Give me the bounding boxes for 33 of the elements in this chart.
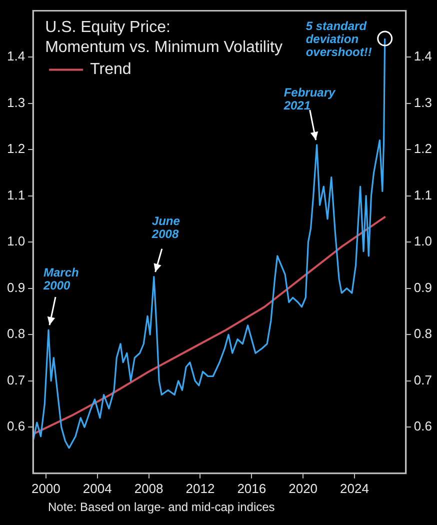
y-tick-label: 1.3 bbox=[6, 94, 26, 110]
y-tick-label: 0.7 bbox=[6, 372, 26, 388]
text: Momentum vs. Minimum Volatility bbox=[45, 39, 282, 56]
y-tick-label: 0.8 bbox=[6, 326, 26, 342]
legend-label: Trend bbox=[90, 61, 132, 78]
y-tick-label: 1.0 bbox=[6, 234, 26, 249]
y-tick-label: 0.9 bbox=[6, 280, 26, 295]
y2-tick-label: 0.6 bbox=[414, 418, 432, 434]
x-tick-label: 2000 bbox=[31, 480, 60, 496]
y2-tick-label: 1.3 bbox=[414, 94, 432, 110]
annotation: February 2021 bbox=[282, 85, 337, 112]
x-tick-label: 2016 bbox=[237, 480, 266, 496]
x-tick-label: 2020 bbox=[288, 480, 318, 496]
x-tick-label: 2008 bbox=[134, 480, 164, 496]
annotation: June 2008 bbox=[150, 214, 180, 242]
x-tick-label: 2004 bbox=[82, 480, 112, 496]
y2-tick-label: 0.8 bbox=[414, 326, 432, 342]
text: U.S. Equity Price: bbox=[45, 19, 170, 36]
y2-tick-label: 0.7 bbox=[414, 372, 432, 388]
y-tick-label: 0.6 bbox=[6, 418, 26, 434]
y-tick-label: 1.2 bbox=[6, 141, 26, 156]
y2-tick-label: 1.4 bbox=[414, 48, 432, 64]
y2-tick-label: 1.0 bbox=[414, 234, 432, 249]
y-tick-label: 1.4 bbox=[6, 48, 26, 64]
y2-tick-label: 1.1 bbox=[414, 187, 432, 202]
y-tick-label: 1.1 bbox=[6, 187, 26, 202]
x-tick-label: 2012 bbox=[186, 480, 215, 496]
x-tick-label: 2024 bbox=[340, 480, 369, 496]
text: Note: Based on large- and mid-cap indices bbox=[47, 500, 276, 514]
y2-tick-label: 0.9 bbox=[414, 280, 432, 295]
annotation: 5 standard deviation overshoot!! bbox=[306, 18, 372, 59]
annotation: March 2000 bbox=[42, 265, 79, 292]
y2-tick-label: 1.2 bbox=[414, 141, 432, 156]
